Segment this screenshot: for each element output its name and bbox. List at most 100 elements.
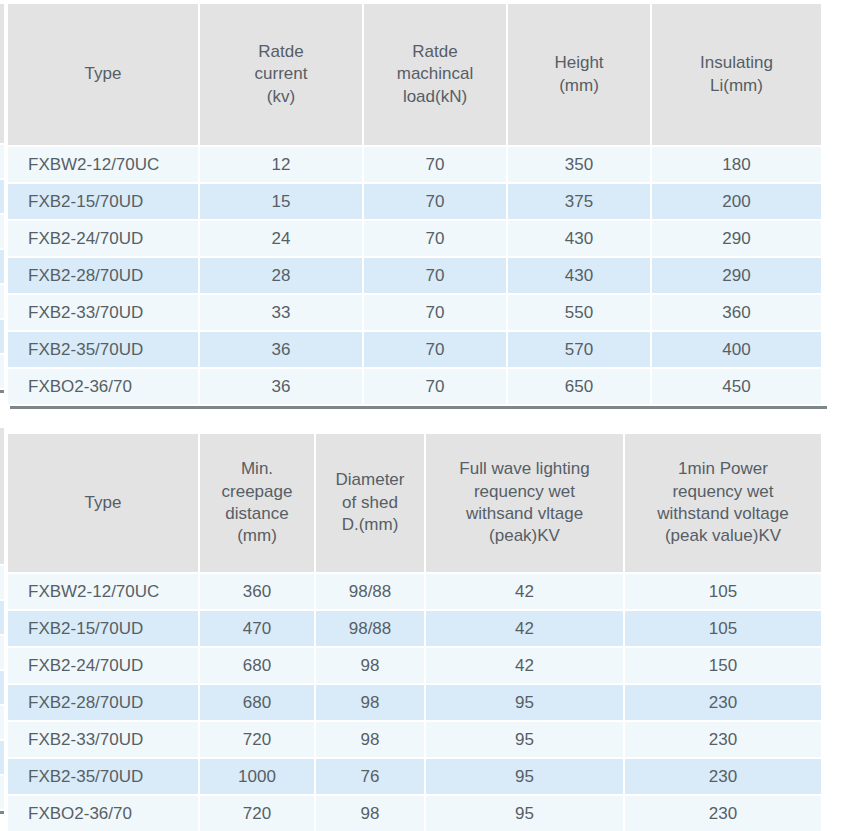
cell-lightning-withstand: 95 bbox=[426, 796, 623, 831]
cell-shed-diameter: 98 bbox=[316, 796, 424, 831]
cell-shed-diameter: 98 bbox=[316, 722, 424, 757]
cell-insulating: 400 bbox=[652, 332, 821, 367]
table-row: FXB2-33/70UD 720 98 95 230 bbox=[8, 722, 821, 757]
cell-type: FXB2-15/70UD bbox=[8, 611, 198, 646]
spec-table-insulation: Type Min. creepage distance (mm) Diamete… bbox=[6, 432, 823, 831]
table-row: FXBO2-36/70 720 98 95 230 bbox=[8, 796, 821, 831]
cell-lightning-withstand: 42 bbox=[426, 574, 623, 609]
cell-creepage: 470 bbox=[200, 611, 314, 646]
cell-rated-current: 36 bbox=[200, 332, 362, 367]
table-row: FXB2-24/70UD 680 98 42 150 bbox=[8, 648, 821, 683]
cell-lightning-withstand: 42 bbox=[426, 611, 623, 646]
cell-height: 430 bbox=[508, 258, 650, 293]
cell-insulating: 290 bbox=[652, 221, 821, 256]
cell-type: FXB2-35/70UD bbox=[8, 332, 198, 367]
cell-type: FXB2-24/70UD bbox=[8, 221, 198, 256]
cell-mechanical-load: 70 bbox=[364, 369, 506, 404]
cell-rated-current: 36 bbox=[200, 369, 362, 404]
cell-height: 570 bbox=[508, 332, 650, 367]
cell-power-freq-withstand: 230 bbox=[625, 685, 821, 720]
cell-lightning-withstand: 95 bbox=[426, 722, 623, 757]
spec-table-2-wrapper: Type Min. creepage distance (mm) Diamete… bbox=[6, 432, 854, 831]
cell-creepage: 720 bbox=[200, 722, 314, 757]
cell-power-freq-withstand: 230 bbox=[625, 722, 821, 757]
cell-mechanical-load: 70 bbox=[364, 332, 506, 367]
cell-height: 350 bbox=[508, 147, 650, 182]
cell-rated-current: 24 bbox=[200, 221, 362, 256]
cell-height: 650 bbox=[508, 369, 650, 404]
cell-type: FXB2-35/70UD bbox=[8, 759, 198, 794]
cell-mechanical-load: 70 bbox=[364, 258, 506, 293]
cell-rated-current: 33 bbox=[200, 295, 362, 330]
cropped-column-sliver-bottom bbox=[0, 428, 4, 814]
cell-shed-diameter: 98 bbox=[316, 648, 424, 683]
col-header-mechanical-load: Ratde machincal load(kN) bbox=[364, 4, 506, 145]
cell-lightning-withstand: 95 bbox=[426, 759, 623, 794]
cell-mechanical-load: 70 bbox=[364, 184, 506, 219]
cell-insulating: 180 bbox=[652, 147, 821, 182]
table-row: FXB2-15/70UD 470 98/88 42 105 bbox=[8, 611, 821, 646]
cell-height: 550 bbox=[508, 295, 650, 330]
col-header-lightning-withstand: Full wave lighting requency wet withsand… bbox=[426, 434, 623, 572]
spec-table-electrical: Type Ratde current (kv) Ratde machincal … bbox=[6, 2, 823, 406]
cell-type: FXB2-28/70UD bbox=[8, 258, 198, 293]
cell-mechanical-load: 70 bbox=[364, 221, 506, 256]
table-row: FXB2-15/70UD 15 70 375 200 bbox=[8, 184, 821, 219]
col-header-creepage: Min. creepage distance (mm) bbox=[200, 434, 314, 572]
col-header-type: Type bbox=[8, 4, 198, 145]
cell-type: FXB2-24/70UD bbox=[8, 648, 198, 683]
cell-shed-diameter: 76 bbox=[316, 759, 424, 794]
cell-type: FXB2-15/70UD bbox=[8, 184, 198, 219]
cell-power-freq-withstand: 230 bbox=[625, 759, 821, 794]
col-header-shed-diameter: Diameter of shed D.(mm) bbox=[316, 434, 424, 572]
cell-type: FXB2-33/70UD bbox=[8, 722, 198, 757]
header-row: Type Min. creepage distance (mm) Diamete… bbox=[8, 434, 821, 572]
cell-shed-diameter: 98/88 bbox=[316, 611, 424, 646]
cell-creepage: 360 bbox=[200, 574, 314, 609]
col-header-height: Height (mm) bbox=[508, 4, 650, 145]
cell-rated-current: 12 bbox=[200, 147, 362, 182]
table-row: FXBO2-36/70 36 70 650 450 bbox=[8, 369, 821, 404]
cell-type: FXBW2-12/70UC bbox=[8, 574, 198, 609]
table-row: FXB2-28/70UD 28 70 430 290 bbox=[8, 258, 821, 293]
cell-rated-current: 28 bbox=[200, 258, 362, 293]
cell-rated-current: 15 bbox=[200, 184, 362, 219]
cell-creepage: 720 bbox=[200, 796, 314, 831]
cell-power-freq-withstand: 230 bbox=[625, 796, 821, 831]
cell-type: FXBO2-36/70 bbox=[8, 796, 198, 831]
cell-creepage: 680 bbox=[200, 685, 314, 720]
cell-power-freq-withstand: 105 bbox=[625, 611, 821, 646]
cell-lightning-withstand: 95 bbox=[426, 685, 623, 720]
table-row: FXB2-35/70UD 36 70 570 400 bbox=[8, 332, 821, 367]
cell-shed-diameter: 98 bbox=[316, 685, 424, 720]
table-row: FXB2-35/70UD 1000 76 95 230 bbox=[8, 759, 821, 794]
cell-mechanical-load: 70 bbox=[364, 295, 506, 330]
cell-insulating: 360 bbox=[652, 295, 821, 330]
table-row: FXB2-28/70UD 680 98 95 230 bbox=[8, 685, 821, 720]
col-header-type: Type bbox=[8, 434, 198, 572]
cell-shed-diameter: 98/88 bbox=[316, 574, 424, 609]
cell-height: 375 bbox=[508, 184, 650, 219]
cropped-column-sliver-top bbox=[0, 4, 4, 393]
cell-insulating: 200 bbox=[652, 184, 821, 219]
header-row: Type Ratde current (kv) Ratde machincal … bbox=[8, 4, 821, 145]
cell-creepage: 1000 bbox=[200, 759, 314, 794]
col-header-power-freq-withstand: 1min Power requency wet withstand voltag… bbox=[625, 434, 821, 572]
col-header-insulating: Insulating Li(mm) bbox=[652, 4, 821, 145]
sliver-header-segment bbox=[0, 428, 4, 564]
cell-insulating: 290 bbox=[652, 258, 821, 293]
cell-power-freq-withstand: 150 bbox=[625, 648, 821, 683]
table-1-bottom-border bbox=[10, 406, 827, 409]
cell-type: FXB2-28/70UD bbox=[8, 685, 198, 720]
table-row: FXBW2-12/70UC 12 70 350 180 bbox=[8, 147, 821, 182]
cell-power-freq-withstand: 105 bbox=[625, 574, 821, 609]
cell-type: FXBO2-36/70 bbox=[8, 369, 198, 404]
cell-height: 430 bbox=[508, 221, 650, 256]
cell-type: FXBW2-12/70UC bbox=[8, 147, 198, 182]
spec-table-1-wrapper: Type Ratde current (kv) Ratde machincal … bbox=[6, 0, 854, 406]
cell-creepage: 680 bbox=[200, 648, 314, 683]
table-row: FXBW2-12/70UC 360 98/88 42 105 bbox=[8, 574, 821, 609]
cell-insulating: 450 bbox=[652, 369, 821, 404]
table-row: FXB2-33/70UD 33 70 550 360 bbox=[8, 295, 821, 330]
col-header-rated-current: Ratde current (kv) bbox=[200, 4, 362, 145]
